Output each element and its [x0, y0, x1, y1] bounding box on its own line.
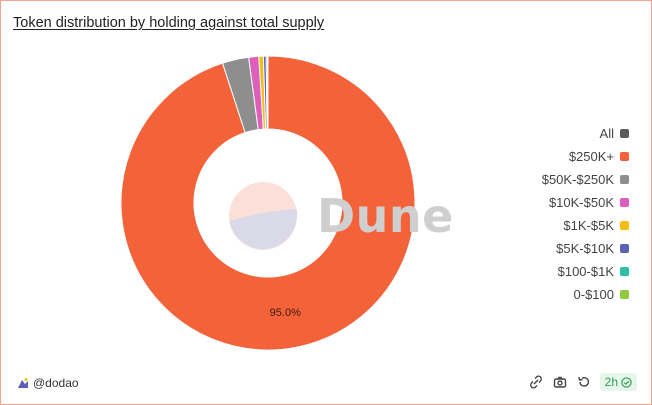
refresh-age: 2h: [604, 375, 618, 389]
legend-swatch: [620, 221, 629, 230]
legend-swatch: [620, 290, 629, 299]
legend-swatch: [620, 129, 629, 138]
legend-swatch: [620, 198, 629, 207]
legend-label: $5K-$10K: [556, 241, 614, 256]
legend-label: $50K-$250K: [541, 172, 614, 187]
refresh-link-icon[interactable]: [528, 374, 544, 390]
legend-label: $250K+: [568, 149, 614, 164]
legend-label: 0-$100: [573, 287, 614, 302]
footer-actions: 2h: [520, 373, 637, 391]
camera-icon[interactable]: [552, 374, 568, 390]
legend-label: $10K-$50K: [548, 195, 614, 210]
legend-item-50k-250k[interactable]: $50K-$250K: [542, 168, 629, 191]
data-label-250k: 95.0%: [270, 307, 301, 319]
legend-label: $1K-$5K: [563, 218, 614, 233]
legend-item-1k-5k[interactable]: $1K-$5K: [563, 214, 629, 237]
refresh-status-badge[interactable]: 2h: [599, 373, 637, 391]
legend-item-100-1k[interactable]: $100-$1K: [558, 260, 629, 283]
legend-label: All: [599, 126, 614, 141]
legend-item-5k-10k[interactable]: $5K-$10K: [556, 237, 629, 260]
legend-swatch: [620, 152, 629, 161]
legend-label: $100-$1K: [557, 264, 614, 279]
chart-title[interactable]: Token distribution by holding against to…: [13, 15, 325, 31]
dune-logo-icon: [229, 182, 298, 250]
reload-icon[interactable]: [576, 374, 592, 390]
legend-item-10k-50k[interactable]: $10K-$50K: [549, 191, 629, 214]
dune-watermark: Dune: [317, 189, 454, 243]
check-circle-icon: [621, 376, 632, 388]
chart-legend: All $250K+ $50K-$250K $10K-$50K $1K-$5K $5K-$…: [542, 122, 629, 306]
legend-item-all[interactable]: All: [600, 122, 629, 145]
legend-swatch: [620, 175, 629, 184]
author-link[interactable]: @dodao: [17, 376, 79, 390]
legend-item-0-100[interactable]: 0-$100: [574, 283, 629, 306]
slice-250k[interactable]: [120, 55, 416, 351]
legend-item-250k[interactable]: $250K+: [569, 145, 629, 168]
legend-swatch: [620, 267, 629, 276]
author-avatar-icon: [17, 377, 29, 389]
author-name: @dodao: [33, 376, 79, 390]
legend-swatch: [620, 244, 629, 253]
